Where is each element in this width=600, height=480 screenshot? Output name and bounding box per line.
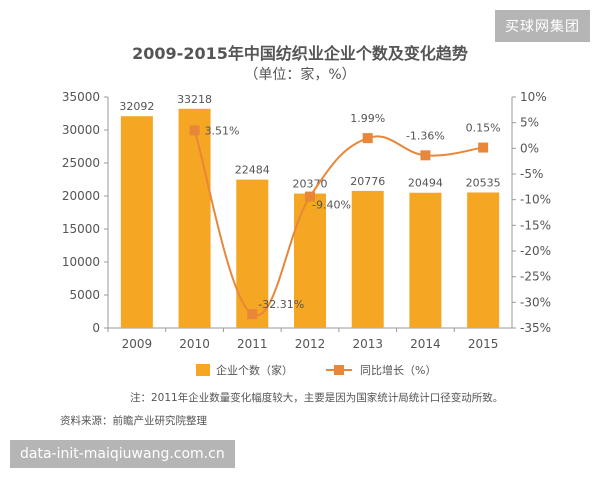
y-right-tick-label: -10% [520, 193, 551, 207]
growth-point [478, 142, 489, 153]
growth-point [420, 150, 431, 161]
watermark-bottom: data-init-maiqiuwang.com.cn [10, 440, 235, 468]
watermark-top: 买球网集团 [495, 10, 590, 42]
growth-point [362, 133, 373, 144]
chart-subtitle: （单位：家，%） [244, 67, 356, 83]
y-left-tick-label: 25000 [62, 156, 100, 170]
bar [467, 192, 500, 328]
y-right-tick-label: -15% [520, 218, 551, 232]
bar-value-label: 22484 [235, 164, 270, 177]
growth-value-label: -32.31% [258, 298, 304, 311]
growth-point [189, 125, 200, 136]
y-right-tick-label: 0% [520, 141, 539, 155]
bar [409, 192, 442, 328]
y-left-tick-label: 20000 [62, 189, 100, 203]
bar [120, 116, 153, 328]
y-left-tick-label: 10000 [62, 255, 100, 269]
x-tick-label: 2010 [179, 337, 210, 351]
y-right-tick-label: -5% [520, 167, 543, 181]
growth-value-label: 1.99% [350, 112, 385, 125]
chart-source: 资料来源：前瞻产业研究院整理 [60, 415, 207, 427]
x-tick-label: 2009 [122, 337, 153, 351]
y-left-tick-label: 30000 [62, 123, 100, 137]
y-right-tick-label: -35% [520, 321, 551, 335]
chart-title: 2009-2015年中国纺织业企业个数及变化趋势 [132, 44, 468, 63]
bar [294, 193, 326, 328]
legend-line-label: 同比增长（%） [360, 363, 436, 377]
bar-value-label: 20494 [408, 177, 443, 190]
legend-bar-label: 企业个数（家） [216, 363, 293, 377]
growth-value-label: 0.15% [466, 122, 501, 135]
y-left-tick-label: 35000 [62, 90, 100, 104]
bar-value-label: 20535 [466, 176, 501, 189]
y-right-tick-label: -30% [520, 295, 551, 309]
legend-line-marker [334, 365, 344, 375]
y-left-tick-label: 0 [92, 321, 100, 335]
y-left-tick-label: 5000 [69, 288, 100, 302]
y-right-tick-label: 5% [520, 116, 539, 130]
y-left-tick-label: 15000 [62, 222, 100, 236]
x-tick-label: 2015 [468, 337, 499, 351]
x-tick-label: 2012 [295, 337, 326, 351]
x-tick-label: 2014 [410, 337, 441, 351]
growth-point [247, 309, 258, 320]
growth-value-label: -9.40% [312, 199, 351, 212]
y-right-tick-label: -20% [520, 244, 551, 258]
bar-value-label: 33218 [177, 93, 212, 106]
bar-value-label: 32092 [119, 100, 154, 113]
bar-value-label: 20370 [293, 178, 328, 191]
legend-bar-swatch [196, 364, 210, 376]
x-tick-label: 2011 [237, 337, 268, 351]
bar [236, 179, 269, 328]
growth-line [193, 130, 484, 317]
bar [178, 108, 211, 328]
bar-value-label: 20776 [350, 175, 385, 188]
growth-point [305, 191, 315, 202]
y-right-tick-label: -25% [520, 270, 551, 284]
x-tick-label: 2013 [352, 337, 383, 351]
growth-value-label: 3.51% [205, 124, 240, 137]
growth-value-label: -1.36% [406, 129, 445, 142]
bar [351, 190, 384, 328]
chart-note: 注：2011年企业数量变化幅度较大，主要是因为国家统计局统计口径变动所致。 [130, 392, 504, 404]
y-right-tick-label: 10% [520, 90, 547, 104]
